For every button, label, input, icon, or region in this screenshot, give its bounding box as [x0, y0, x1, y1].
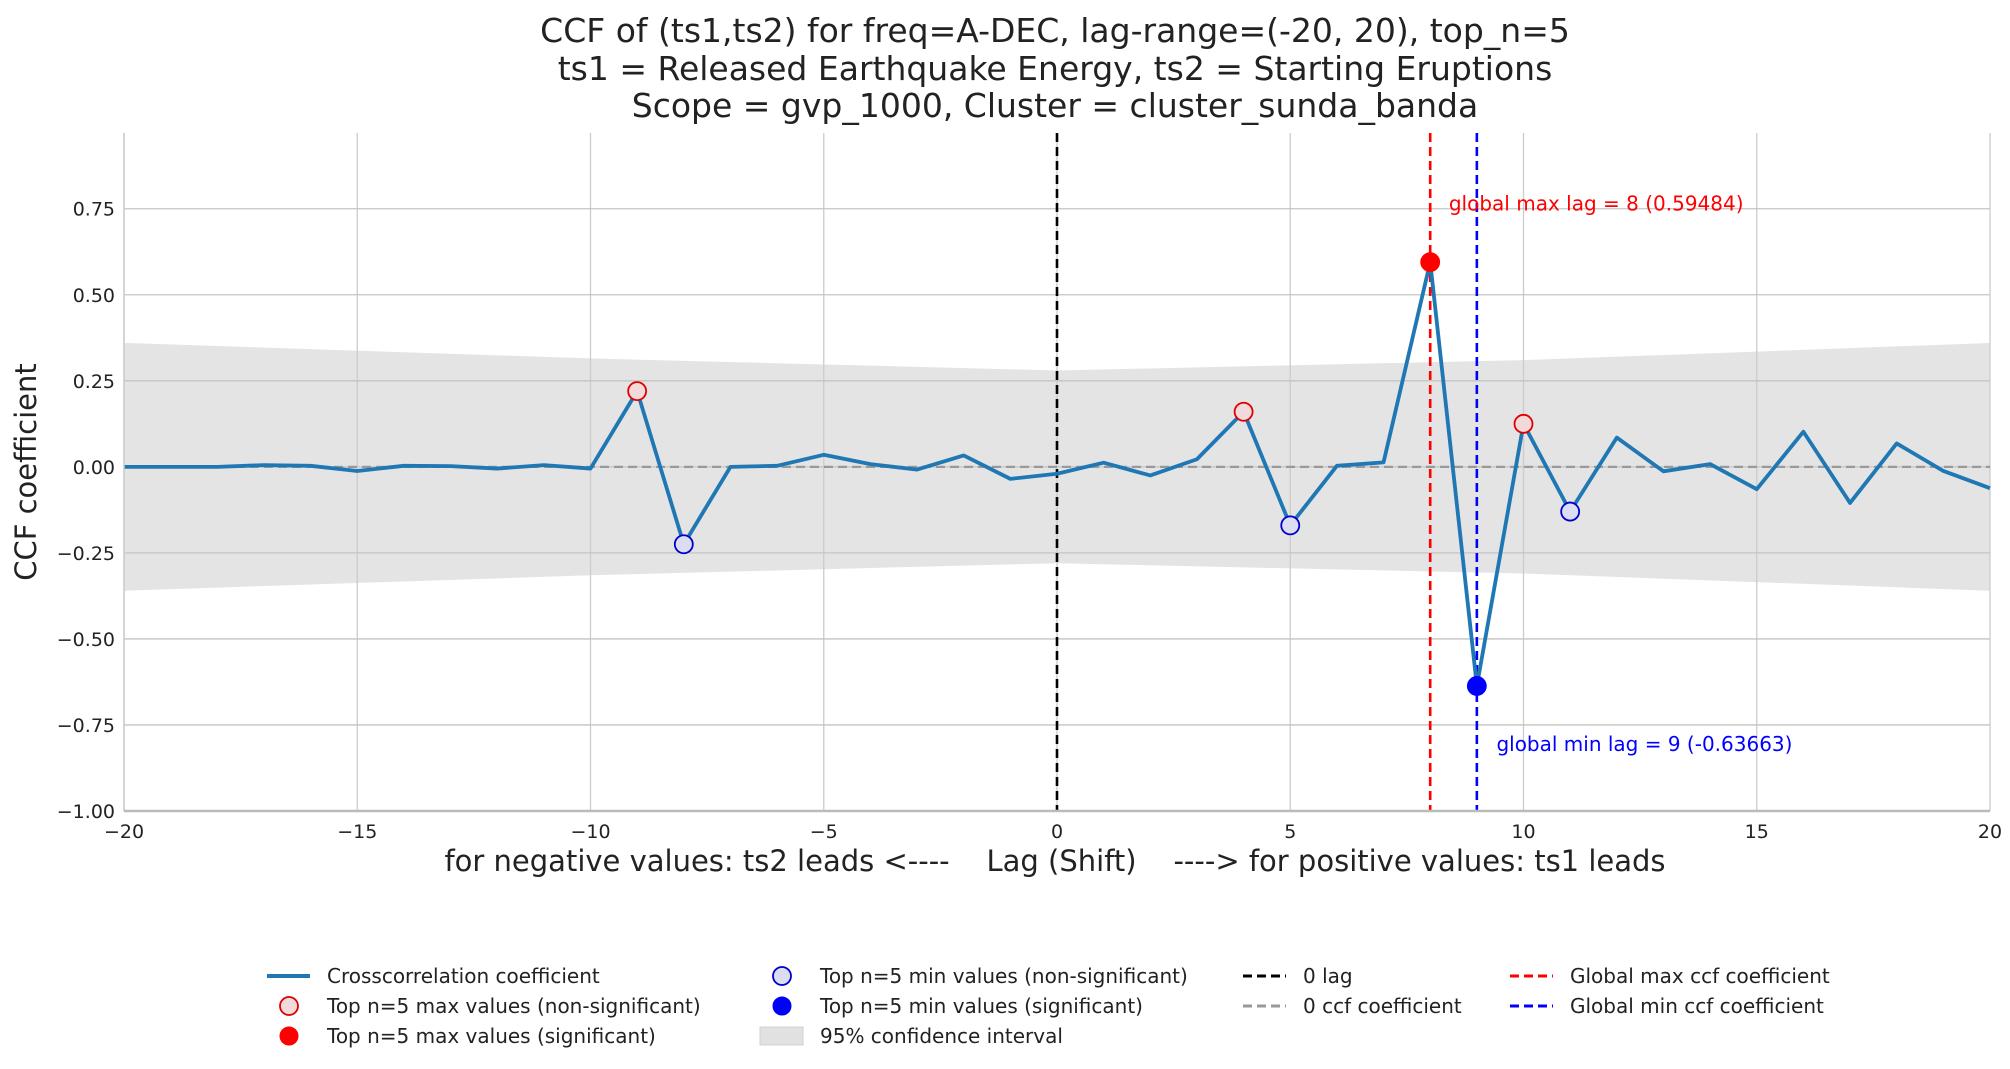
x-tick-label: 0 — [1051, 821, 1063, 843]
top-min-significant-point — [1466, 676, 1487, 696]
legend-label: Top n=5 max values (non-significant) — [326, 994, 701, 1018]
x-tick-label: −10 — [570, 821, 610, 843]
y-tick-label: 0.75 — [73, 199, 115, 221]
global-min-annotation: global min lag = 9 (-0.63663) — [1496, 732, 1792, 756]
y-axis-label: CCF coefficient — [9, 363, 43, 581]
legend-handle-max-nonsig — [279, 996, 299, 1016]
global-max-annotation: global max lag = 8 (0.59484) — [1449, 191, 1744, 215]
legend-label: Crosscorrelation coefficient — [327, 964, 600, 988]
legend-label: Top n=5 min values (non-significant) — [819, 964, 1188, 988]
x-tick-label: −20 — [104, 821, 144, 843]
x-tick-label: −15 — [337, 821, 377, 843]
top-max-nonsignificant-point — [1513, 413, 1534, 434]
legend-label: 0 lag — [1303, 964, 1353, 988]
legend-label: Global min ccf coefficient — [1570, 994, 1824, 1018]
chart-title-line-2: ts1 = Released Earthquake Energy, ts2 = … — [558, 49, 1553, 88]
legend-handle-max-sig — [279, 1026, 299, 1046]
legend-handle-min-sig — [772, 996, 792, 1016]
legend: Crosscorrelation coefficient Top n=5 max … — [267, 964, 1830, 1048]
top-max-nonsignificant-point — [627, 381, 648, 402]
top-min-nonsignificant-point — [1280, 515, 1301, 536]
legend-handle-min-nonsig — [772, 966, 792, 986]
y-tick-label: −1.00 — [57, 801, 115, 823]
top-max-nonsignificant-point — [1233, 401, 1254, 422]
x-tick-label: 15 — [1745, 821, 1769, 843]
ccf-series-line — [124, 260, 1991, 688]
x-tick-label: −5 — [810, 821, 838, 843]
y-tick-label: −0.50 — [57, 629, 115, 651]
top-min-nonsignificant-point — [673, 534, 694, 555]
y-tick-label: 0.50 — [73, 285, 115, 307]
x-tick-label: 10 — [1511, 821, 1535, 843]
chart-title-group: CCF of (ts1,ts2) for freq=A-DEC, lag-ran… — [540, 11, 1570, 125]
legend-label: 95% confidence interval — [820, 1024, 1063, 1048]
chart-title-line-1: CCF of (ts1,ts2) for freq=A-DEC, lag-ran… — [540, 11, 1570, 50]
top-max-significant-point — [1420, 252, 1441, 273]
y-tick-label: 0.25 — [73, 371, 115, 393]
legend-handle-ci — [759, 1026, 804, 1046]
legend-label: Global max ccf coefficient — [1570, 964, 1830, 988]
y-tick-label: −0.75 — [57, 715, 115, 737]
legend-label: Top n=5 max values (significant) — [326, 1024, 656, 1048]
legend-label: Top n=5 min values (significant) — [819, 994, 1143, 1018]
y-tick-label: −0.25 — [57, 543, 115, 565]
y-tick-label: 0.00 — [73, 457, 115, 479]
x-tick-label: 20 — [1978, 821, 2002, 843]
top-min-nonsignificant-point — [1560, 501, 1581, 522]
legend-label: 0 ccf coefficient — [1303, 994, 1462, 1018]
chart-title-line-3: Scope = gvp_1000, Cluster = cluster_sund… — [632, 86, 1478, 125]
axis-layer: −20 −15 −10 −5 0 5 10 15 20 −1.00 −0.75 −0.50 −0.25 0… — [57, 133, 2002, 843]
annotation-layer: global max lag = 8 (0.59484) global min l… — [1449, 191, 1793, 755]
x-tick-label: 5 — [1284, 821, 1296, 843]
x-axis-label: for negative values: ts2 leads <---- Lag… — [444, 844, 1665, 878]
marker-layer — [627, 252, 1581, 696]
series-layer — [124, 260, 1991, 688]
